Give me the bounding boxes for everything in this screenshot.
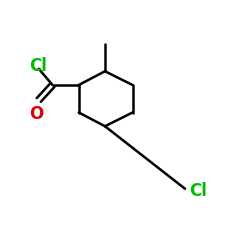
Text: Cl: Cl <box>29 57 46 75</box>
Text: O: O <box>29 105 43 123</box>
Text: Cl: Cl <box>189 182 206 200</box>
